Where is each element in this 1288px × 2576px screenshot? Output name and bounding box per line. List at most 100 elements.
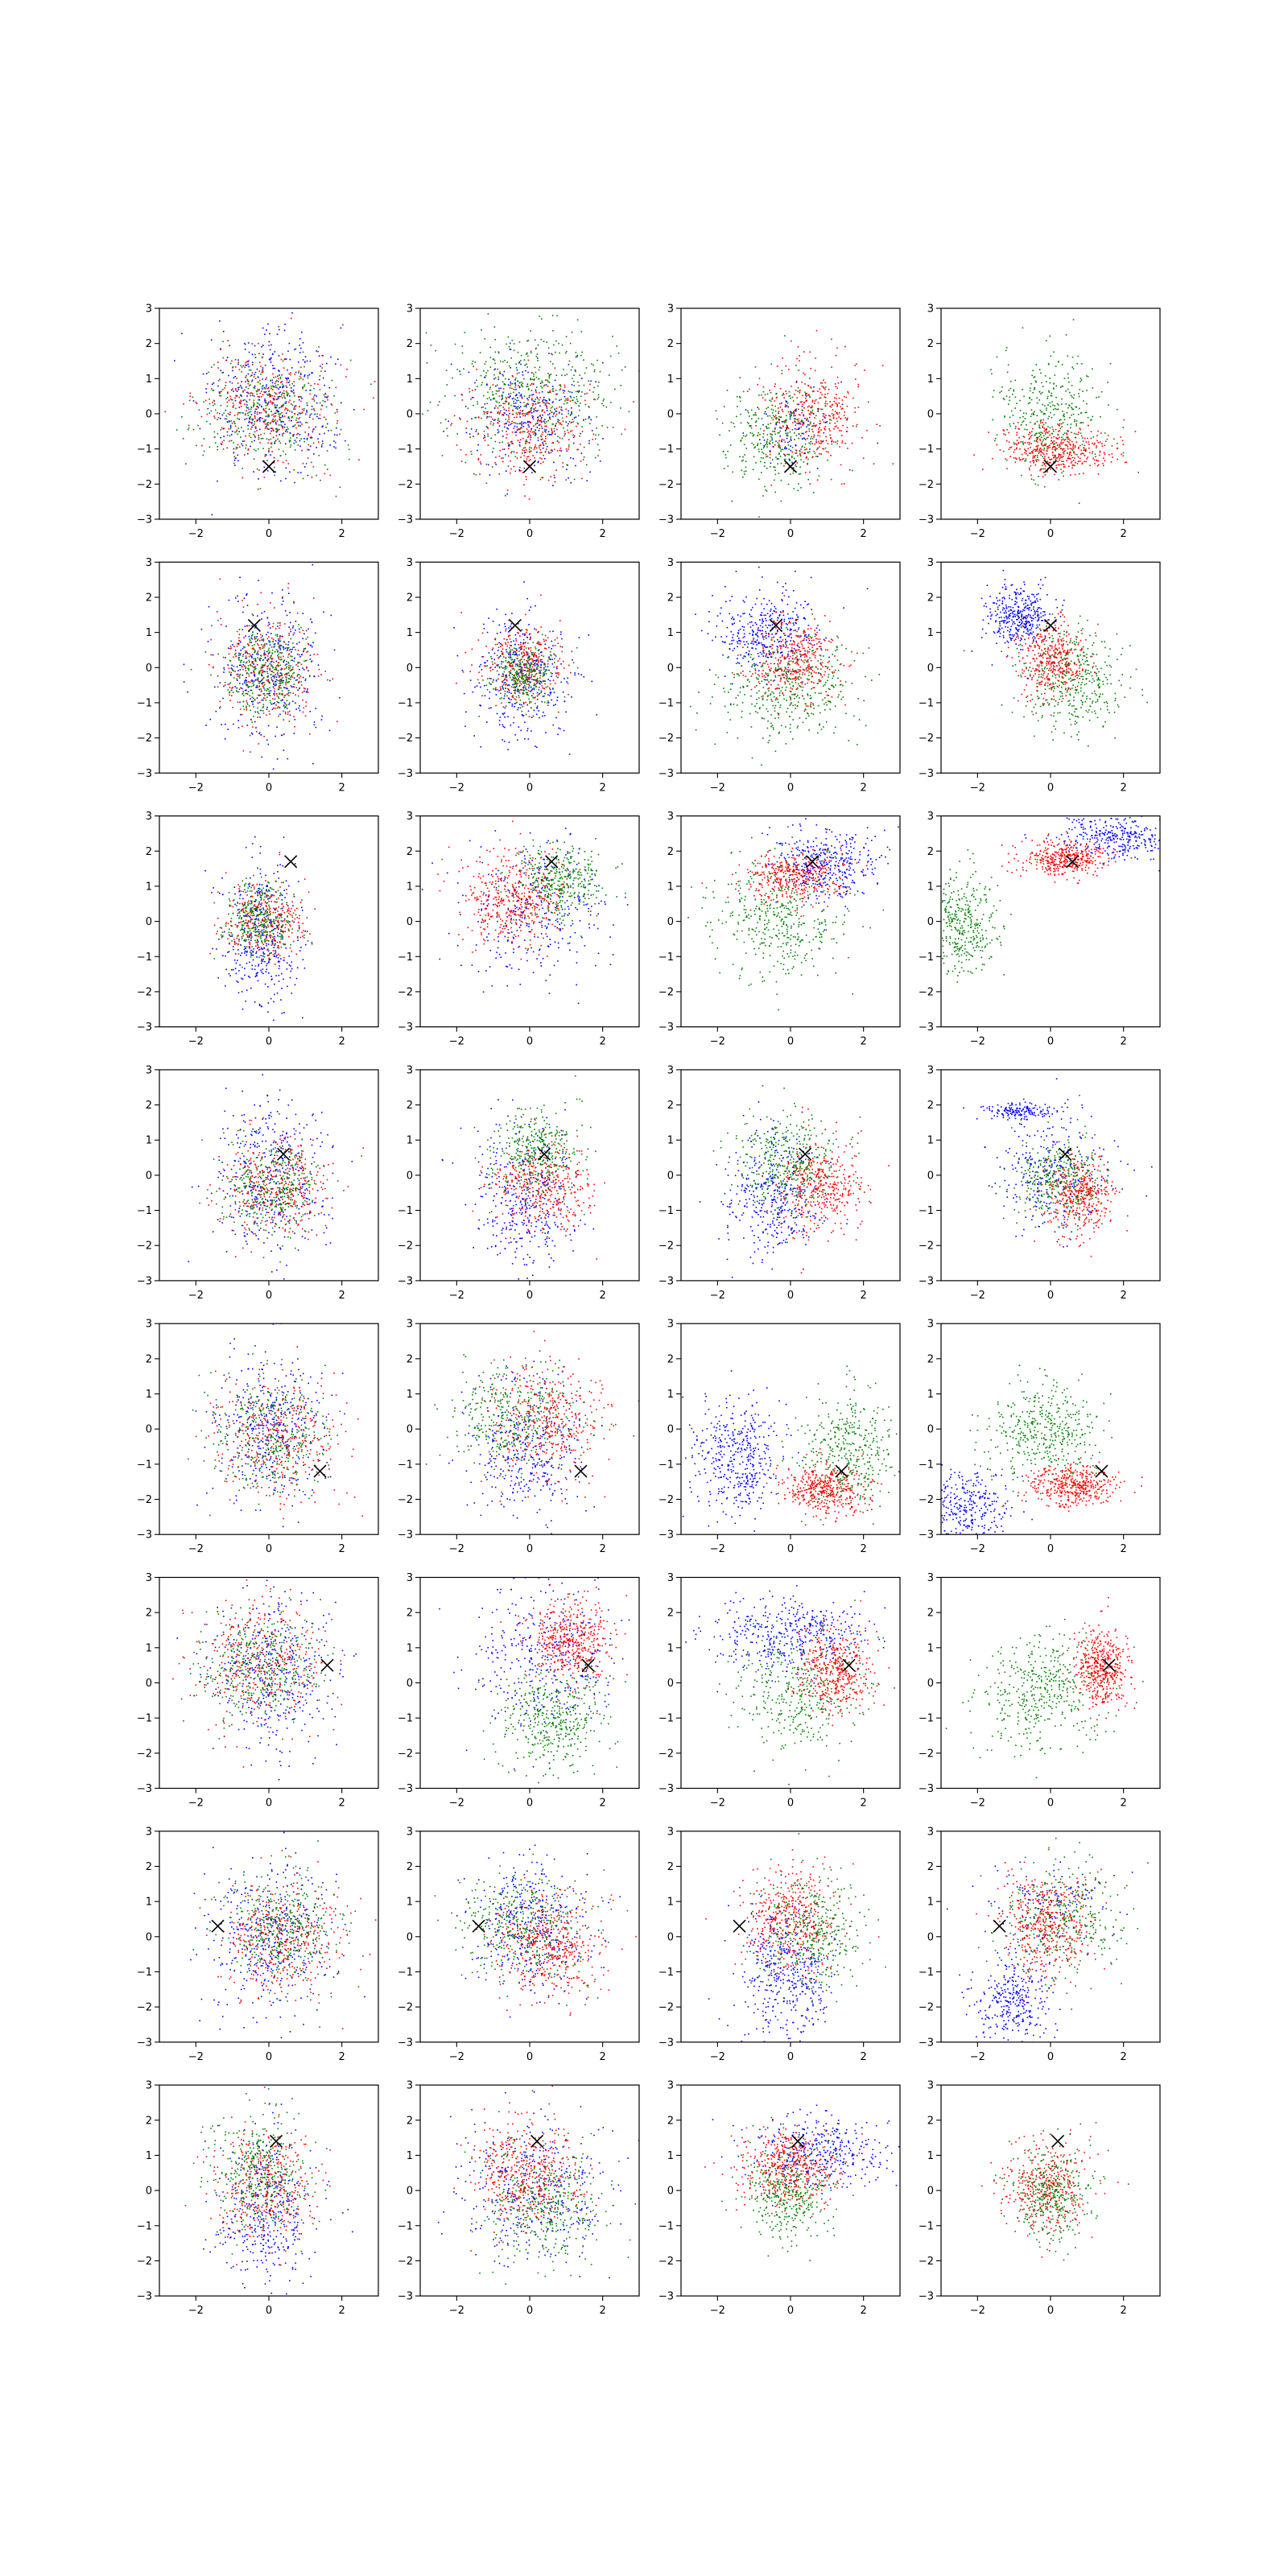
data-point: [299, 709, 301, 712]
data-point: [1019, 448, 1021, 450]
data-point: [815, 425, 816, 427]
data-point: [299, 434, 301, 436]
data-point: [736, 395, 738, 398]
data-point: [285, 430, 287, 432]
data-point: [838, 411, 840, 414]
data-point: [1081, 463, 1084, 465]
data-point: [234, 686, 236, 687]
data-point: [243, 440, 246, 442]
data-point: [543, 384, 546, 386]
data-point: [573, 374, 575, 376]
data-point: [518, 412, 521, 415]
data-point: [175, 429, 178, 431]
data-point: [566, 402, 568, 404]
data-point: [498, 387, 500, 390]
data-point: [520, 360, 522, 361]
data-point: [1050, 459, 1051, 460]
data-point: [262, 353, 264, 355]
data-point: [518, 386, 521, 388]
data-point: [328, 386, 331, 389]
data-point: [266, 454, 267, 456]
data-point: [272, 365, 274, 366]
data-point: [271, 451, 273, 452]
data-point: [261, 679, 263, 682]
data-point: [258, 654, 259, 655]
data-point: [307, 375, 309, 377]
data-point: [264, 423, 266, 425]
data-point: [788, 413, 791, 415]
data-point: [539, 366, 541, 368]
data-point: [253, 681, 255, 683]
data-point: [1111, 452, 1113, 455]
data-point: [813, 492, 815, 493]
data-point: [526, 460, 527, 462]
data-point: [832, 409, 834, 411]
data-point: [530, 447, 532, 449]
data-point: [758, 408, 760, 411]
data-point: [1067, 436, 1069, 438]
data-point: [299, 345, 300, 346]
data-point: [274, 367, 275, 369]
data-point: [308, 670, 309, 672]
data-point: [1040, 452, 1042, 453]
data-point: [550, 449, 552, 451]
data-point: [570, 456, 572, 459]
y-tick-label: −3: [658, 514, 674, 526]
data-point: [290, 374, 291, 376]
data-point: [274, 675, 276, 678]
data-point: [503, 448, 506, 450]
data-point: [290, 444, 292, 446]
data-point: [229, 440, 230, 442]
data-point: [270, 427, 272, 429]
data-point: [291, 686, 293, 688]
data-point: [229, 414, 230, 415]
data-point: [580, 354, 582, 357]
x-tick-label: 2: [600, 528, 606, 540]
data-point: [553, 413, 555, 415]
data-point: [248, 351, 250, 353]
data-point: [255, 731, 258, 733]
data-point: [1005, 458, 1006, 460]
data-point: [1038, 436, 1041, 437]
data-point: [293, 425, 295, 427]
data-point: [1037, 436, 1039, 438]
data-point: [230, 440, 233, 442]
data-point: [289, 432, 291, 435]
data-point: [272, 638, 275, 641]
data-point: [308, 382, 310, 384]
data-point: [823, 413, 825, 415]
data-point: [847, 448, 848, 449]
data-point: [304, 356, 307, 357]
data-point: [247, 407, 249, 409]
data-point: [1030, 387, 1031, 390]
data-point: [294, 449, 296, 451]
data-point: [277, 622, 279, 624]
data-point: [300, 347, 302, 349]
data-point: [266, 672, 269, 675]
data-point: [1090, 419, 1092, 421]
data-point: [1026, 450, 1027, 452]
data-point: [246, 374, 247, 377]
data-point: [1030, 415, 1032, 418]
data-point: [519, 406, 522, 407]
data-point: [867, 401, 869, 403]
data-point: [319, 414, 321, 416]
data-point: [247, 653, 249, 654]
data-point: [253, 671, 255, 673]
data-point: [321, 440, 324, 442]
data-point: [290, 390, 292, 392]
data-point: [305, 705, 307, 708]
data-point: [334, 412, 336, 414]
data-point: [781, 408, 783, 411]
data-point: [225, 409, 227, 411]
data-point: [541, 411, 543, 412]
data-point: [757, 383, 759, 386]
data-point: [260, 374, 262, 375]
data-point: [1043, 405, 1046, 407]
data-point: [258, 419, 261, 420]
data-point: [539, 405, 541, 407]
data-point: [856, 423, 858, 426]
data-point: [215, 710, 217, 712]
data-point: [259, 709, 262, 712]
